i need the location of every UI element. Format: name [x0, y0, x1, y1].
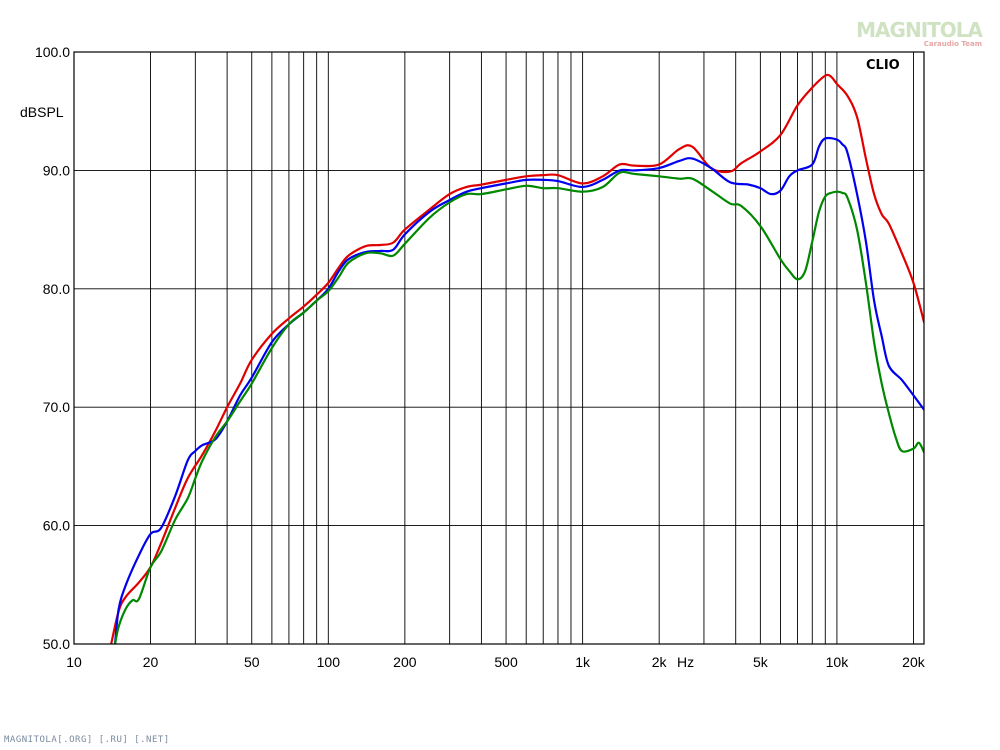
y-axis-label: dBSPL: [20, 104, 64, 120]
brand-label: CLIO: [866, 58, 900, 73]
y-tick-label: 90.0: [43, 162, 70, 178]
y-tick-labels: 50.0 60.0 70.0 80.0 90.0 100.0: [35, 44, 70, 652]
x-tick-labels: 10 20 50 100 200 500 1k 2k 5k 10k 20k: [66, 654, 926, 670]
x-tick-label: 50: [244, 654, 260, 670]
x-tick-label: 1k: [575, 654, 591, 670]
x-axis-unit: Hz: [677, 654, 694, 670]
x-tick-label: 20: [143, 654, 159, 670]
x-tick-label: 5k: [753, 654, 769, 670]
y-tick-label: 80.0: [43, 281, 70, 297]
y-tick-label: 100.0: [35, 44, 70, 60]
x-tick-label: 10k: [826, 654, 850, 670]
series-line-1: [113, 136, 924, 644]
x-tick-label: 100: [317, 654, 341, 670]
x-tick-label: 20k: [902, 654, 926, 670]
x-tick-label: 2k: [652, 654, 668, 670]
logo-subtitle: Caraudio Team: [923, 40, 982, 48]
logo-text: MAGNITOLA: [856, 18, 983, 42]
series-line-2: [113, 170, 924, 644]
footer-watermark: MAGNITOLA[.ORG] [.RU] [.NET]: [4, 735, 170, 745]
plot-frame: [73, 51, 925, 645]
series-line-0: [110, 73, 924, 644]
x-tick-label: 200: [393, 654, 417, 670]
vertical-gridlines: [150, 52, 914, 644]
x-tick-label: 500: [494, 654, 518, 670]
x-tick-label: 10: [66, 654, 82, 670]
plot-series: [110, 73, 924, 644]
y-tick-label: 50.0: [43, 636, 70, 652]
magnitola-logo: MAGNITOLA Caraudio Team: [856, 18, 983, 48]
y-tick-label: 60.0: [43, 518, 70, 534]
y-tick-label: 70.0: [43, 399, 70, 415]
